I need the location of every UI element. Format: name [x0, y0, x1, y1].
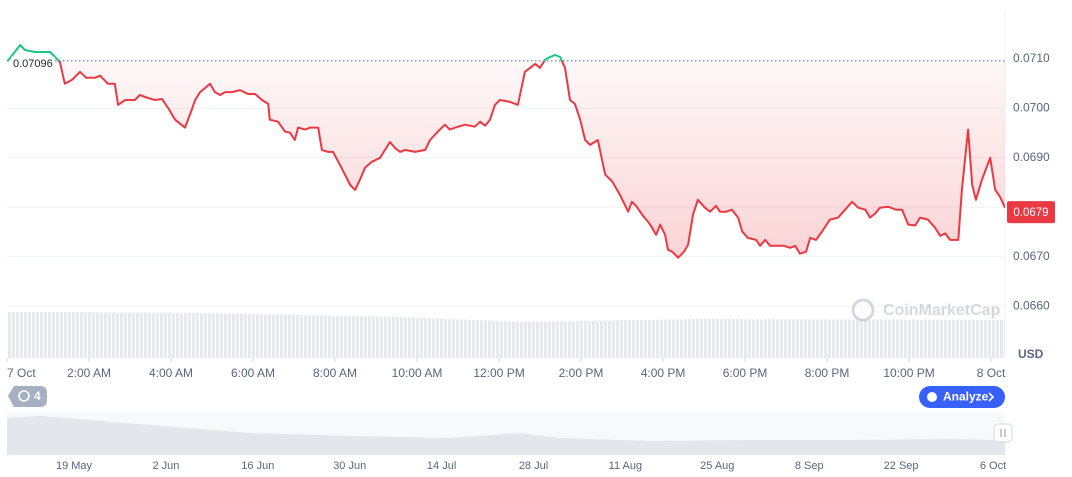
y-tick-label: 0.0670 [1013, 249, 1050, 263]
reference-label-bg [11, 56, 55, 71]
navigator-label: 6 Oct [980, 460, 1006, 472]
x-tick-label: 10:00 AM [392, 366, 443, 380]
y-tick-label: 0.0710 [1013, 51, 1050, 65]
x-tick-label: 7 Oct [7, 366, 36, 380]
navigator-label: 30 Jun [333, 460, 366, 472]
x-tick-label: 2:00 PM [559, 366, 604, 380]
navigator-label: 16 Jun [241, 460, 274, 472]
navigator-labels: 19 May 2 Jun 16 Jun 30 Jun 14 Jul 28 Jul 11 Au… [56, 460, 1006, 472]
current-price-box [1007, 201, 1055, 224]
x-tick-label: 12:00 PM [473, 366, 524, 380]
alert-badge[interactable]: 4 [8, 386, 47, 407]
price-area [7, 60, 1005, 258]
x-tick-label: 8:00 AM [313, 366, 357, 380]
x-tick-label: 4:00 PM [641, 366, 686, 380]
x-tick-label: 6:00 AM [231, 366, 275, 380]
x-tick-label: 10:00 PM [883, 366, 934, 380]
navigator-label: 14 Jul [427, 460, 456, 472]
plot: 0.07096 0.0679 [7, 44, 1055, 259]
current-price-label: 0.0679 [1013, 207, 1048, 219]
watermark: CoinMarketCap [851, 298, 1001, 322]
price-line [7, 60, 1005, 259]
x-tick-label: 2:00 AM [67, 366, 111, 380]
watermark-text: CoinMarketCap [883, 302, 1001, 319]
navigator-label: 28 Jul [519, 460, 548, 472]
y-tick-label: 0.0700 [1013, 101, 1050, 115]
x-tick-label: 6:00 PM [723, 366, 768, 380]
currency-label: USD [1018, 347, 1044, 361]
navigator-label: 8 Sep [795, 460, 824, 472]
navigator-label: 25 Aug [700, 460, 734, 472]
badge-count: 4 [34, 389, 41, 403]
navigator[interactable] [7, 412, 1013, 455]
x-tick-label: 8 Oct [977, 366, 1006, 380]
analyze-button[interactable]: Analyze [919, 386, 1005, 408]
navigator-label: 11 Aug [609, 460, 642, 472]
reference-label: 0.07096 [13, 58, 53, 70]
navigator-label: 2 Jun [152, 460, 179, 472]
analyze-label: Analyze [943, 390, 989, 404]
y-tick-label: 0.0660 [1013, 298, 1050, 312]
navigator-label: 22 Sep [884, 460, 919, 472]
y-tick-label: 0.0690 [1013, 150, 1050, 164]
volume-bars [7, 312, 1005, 358]
navigator-label: 19 May [56, 460, 93, 472]
x-tick-label: 4:00 AM [149, 366, 193, 380]
x-tick-label: 8:00 PM [805, 366, 850, 380]
